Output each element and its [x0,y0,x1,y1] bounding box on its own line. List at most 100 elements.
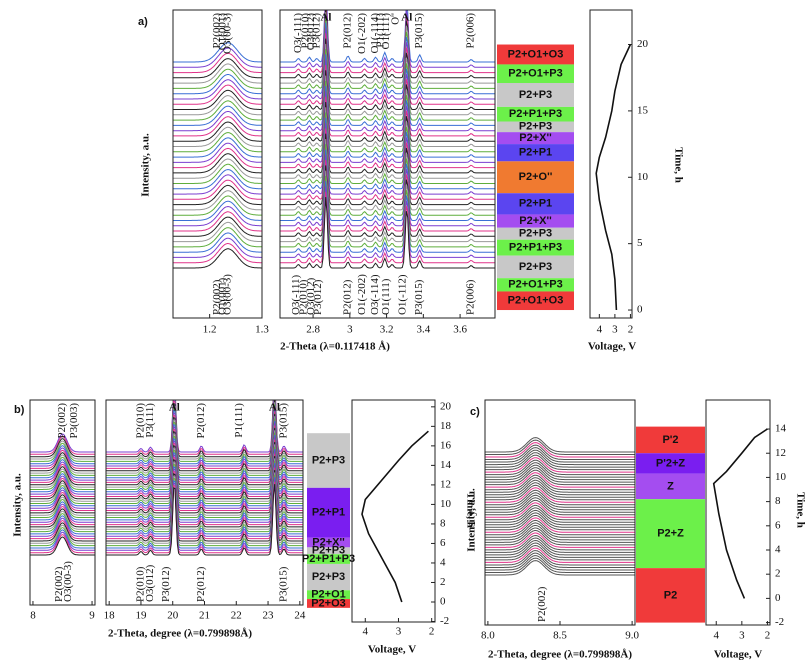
trace [30,475,95,495]
trace [280,160,495,232]
peak-label: P3(012) [160,566,172,602]
trace [30,456,95,476]
phase-label: P2+X'' [312,536,345,548]
trace [30,529,95,549]
y-tick-label: 8 [775,495,781,507]
voltage-line [712,428,768,599]
voltage-line [361,430,429,603]
peak-label: O3(-114) [369,274,381,315]
y-tick-label: 18 [440,420,452,432]
y-tick-label: 14 [775,423,787,435]
peak-label: P2(002) [211,279,223,315]
phase-segment [636,473,705,500]
trace [30,503,95,523]
trace [30,524,95,544]
trace [30,445,95,465]
phase-segment [497,106,574,122]
trace [280,91,495,163]
trace [280,22,495,95]
plot-frame [29,399,96,606]
trace [173,221,262,243]
trace [30,471,95,490]
trace [280,165,495,237]
trace [485,519,635,536]
y-tick-label: 10 [637,171,649,183]
trace [485,462,635,478]
trace [173,63,262,84]
phase-segment [307,590,350,600]
trace [485,542,635,558]
trace [173,47,262,68]
peak-label: O3(00-3) [222,13,234,54]
plot-frame [589,9,633,319]
plot-frame [279,9,496,319]
trace [30,482,95,502]
trace [30,459,95,479]
trace [106,484,303,556]
x-tick-label: 2.8 [306,324,320,336]
trace [280,123,495,195]
trace [485,492,635,508]
phase-label: P2+P3 [312,454,345,466]
trace [30,515,95,535]
trace [280,117,495,190]
peak-label: Al [401,12,412,24]
x-tick-label: 3 [612,324,618,336]
trace [173,58,262,79]
trace [173,205,262,227]
peak-label: O1(-202) [356,13,368,54]
phase-label: P2+P3 [312,571,345,583]
traces [485,437,635,576]
y-tick-label: -2 [440,615,449,627]
trace [485,459,635,476]
trace [280,38,495,110]
trace [485,544,635,561]
x-axis-label: 2-Theta, degree (λ=0.799898Å) [108,628,252,640]
panel-label: b) [14,404,25,416]
trace [485,555,635,571]
x-tick-label: 3.2 [380,324,394,336]
trace [485,474,635,491]
trace [173,111,262,132]
trace [173,105,262,126]
trace [280,170,495,243]
x-tick-label: 8 [30,610,36,622]
trace [280,33,495,105]
trace [485,484,635,501]
phase-label: P'2 [662,434,678,446]
x-tick-label: 2 [628,324,634,336]
x-tick-label: 20 [167,610,179,622]
trace [485,467,635,483]
trace [485,539,635,556]
trace [485,464,635,481]
trace [485,514,635,531]
peak-label: P2(006) [465,13,477,49]
phase-label: P2+O1+P3 [508,68,562,80]
trace [485,437,635,453]
trace [280,10,495,68]
trace [173,163,262,184]
y-tick-label: 10 [775,471,787,483]
trace [280,10,495,63]
trace [30,463,95,483]
trace [485,439,635,455]
phase-label: P2+O1 [311,589,346,601]
x-tick-label: 3.4 [416,324,430,336]
phase-segment [497,214,574,228]
trace [30,517,95,537]
trace [485,525,635,541]
phase-label: P2+O'' [519,171,553,183]
y-tick-label: 8 [440,517,446,529]
trace [485,527,635,543]
trace [485,499,635,516]
trace [30,489,95,509]
trace [30,534,95,554]
trace [485,494,635,511]
x-tick-label: 1.2 [203,324,217,336]
trace [173,100,262,121]
trace [485,512,635,528]
trace [485,532,635,548]
peak-label: O1(001) [216,277,228,315]
trace [485,552,635,568]
trace [485,557,635,573]
